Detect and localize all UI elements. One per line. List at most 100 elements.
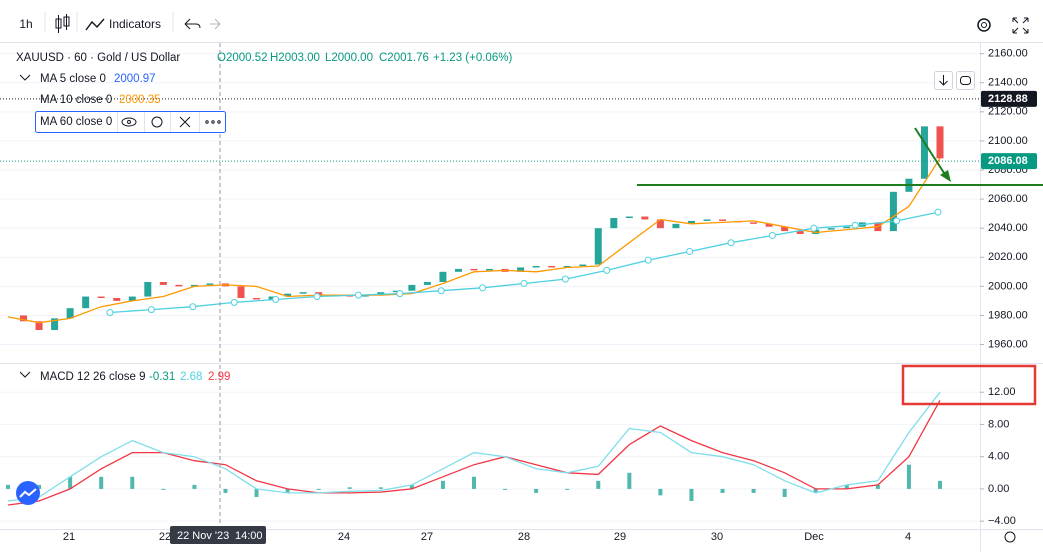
price-label-box [981, 153, 1037, 170]
candle [579, 264, 587, 266]
histogram-bar [875, 484, 880, 489]
candle [781, 226, 789, 232]
candle [159, 282, 167, 285]
ma60-point [106, 309, 114, 317]
macd-name[interactable]: MACD 12 26 close 9 [40, 371, 145, 383]
y-tick-label: 2040.00 [988, 222, 1028, 234]
ma60-point [147, 306, 155, 314]
reset-button[interactable] [956, 71, 975, 90]
candle [268, 296, 276, 300]
x-tick-label: 24 [338, 531, 350, 543]
low: L2000.00 [325, 52, 373, 64]
candle [548, 266, 556, 268]
x-tick-label: Dec [804, 531, 824, 543]
ma60-point [851, 221, 859, 229]
redo-button[interactable] [210, 18, 221, 30]
ma60-point [230, 298, 238, 306]
ma60-point [396, 290, 404, 298]
ma60-point [313, 293, 321, 301]
candle [423, 282, 431, 285]
candle [750, 222, 758, 224]
candle [641, 216, 649, 220]
candle [51, 318, 59, 330]
price-label-box [981, 90, 1037, 107]
candle [66, 308, 74, 319]
collapse-legend[interactable] [19, 74, 31, 81]
x-tick-label: 21 [63, 531, 75, 543]
histogram-bar [440, 480, 445, 489]
highlight-box[interactable] [901, 364, 1037, 406]
ma60-point [686, 247, 694, 255]
high: H2003.00 [270, 52, 320, 64]
x-tick-label: 4 [905, 531, 911, 543]
histogram-bar [503, 488, 508, 490]
ma5-name[interactable]: MA 5 close 0 [40, 73, 106, 85]
ma5-value: 2000.97 [114, 73, 156, 85]
close: C2001.76 [379, 52, 429, 64]
ma60-point [644, 256, 652, 264]
settings-button[interactable] [977, 18, 991, 32]
settings-button-core [981, 22, 987, 28]
candle [237, 286, 245, 298]
x-tick-label: 30 [711, 531, 723, 543]
candle [827, 228, 835, 230]
histogram-bar [223, 488, 228, 493]
chart-type-button[interactable] [55, 14, 70, 33]
interval-button[interactable]: 1h [19, 17, 32, 31]
y-tick-label: 2160.00 [988, 48, 1028, 60]
ma60-point [189, 303, 197, 311]
candle [672, 223, 680, 229]
histogram-bar [782, 488, 787, 497]
toolbar [0, 0, 1043, 42]
candle [454, 268, 462, 272]
ma60-point [727, 239, 735, 247]
candle [82, 296, 90, 309]
drawn-arrow[interactable] [914, 127, 947, 177]
candle [377, 292, 385, 296]
histogram-bar [409, 484, 414, 489]
symbol[interactable]: XAUUSD · 60 · Gold / US Dollar [16, 52, 180, 64]
undo-button[interactable] [184, 18, 201, 30]
crosshair-label-box [170, 526, 266, 544]
candle [97, 296, 105, 298]
histogram-bar [192, 484, 197, 489]
histogram-bar [906, 464, 911, 489]
histogram-bar [316, 488, 321, 490]
macd-hist-value: -0.31 [149, 371, 175, 383]
collapse-macd[interactable] [19, 371, 31, 378]
ma60-point [272, 295, 280, 303]
candle [206, 283, 214, 285]
candle [408, 284, 416, 291]
y-tick-label: 4.00 [988, 451, 1009, 463]
candle [284, 293, 292, 297]
histogram-bar [751, 488, 756, 493]
x-tick-label: 29 [614, 531, 626, 543]
histogram-bar [254, 488, 259, 497]
candle [35, 321, 43, 330]
candle [113, 298, 121, 301]
ma60-point [934, 208, 942, 216]
indicators-button[interactable]: Indicators [109, 17, 161, 31]
y-tick-label: 12.00 [988, 386, 1016, 398]
ma60-name[interactable]: MA 60 close 0 [40, 116, 112, 128]
indicators-icon[interactable] [85, 18, 105, 31]
histogram-bar [658, 488, 663, 496]
crosshair-date: 22 Nov '23 [177, 530, 229, 542]
y-tick-label: 2100.00 [988, 135, 1028, 147]
histogram-bar [534, 488, 539, 493]
signal-value: 2.99 [208, 371, 230, 383]
fullscreen-button[interactable] [1012, 17, 1029, 34]
ma60-point [354, 291, 362, 299]
histogram-bar [37, 484, 42, 489]
ma60-point [561, 275, 569, 283]
candle [517, 267, 525, 272]
arrow-head [940, 170, 951, 182]
ma10-line [7, 158, 941, 324]
ma10-name[interactable]: MA 10 close 0 [40, 94, 112, 106]
axis-settings[interactable] [1004, 531, 1016, 543]
candle [656, 219, 664, 229]
histogram-bar [347, 487, 352, 489]
ma60-actions[interactable] [121, 116, 221, 128]
candle [936, 126, 944, 159]
y-tick-label: 2140.00 [988, 77, 1028, 89]
